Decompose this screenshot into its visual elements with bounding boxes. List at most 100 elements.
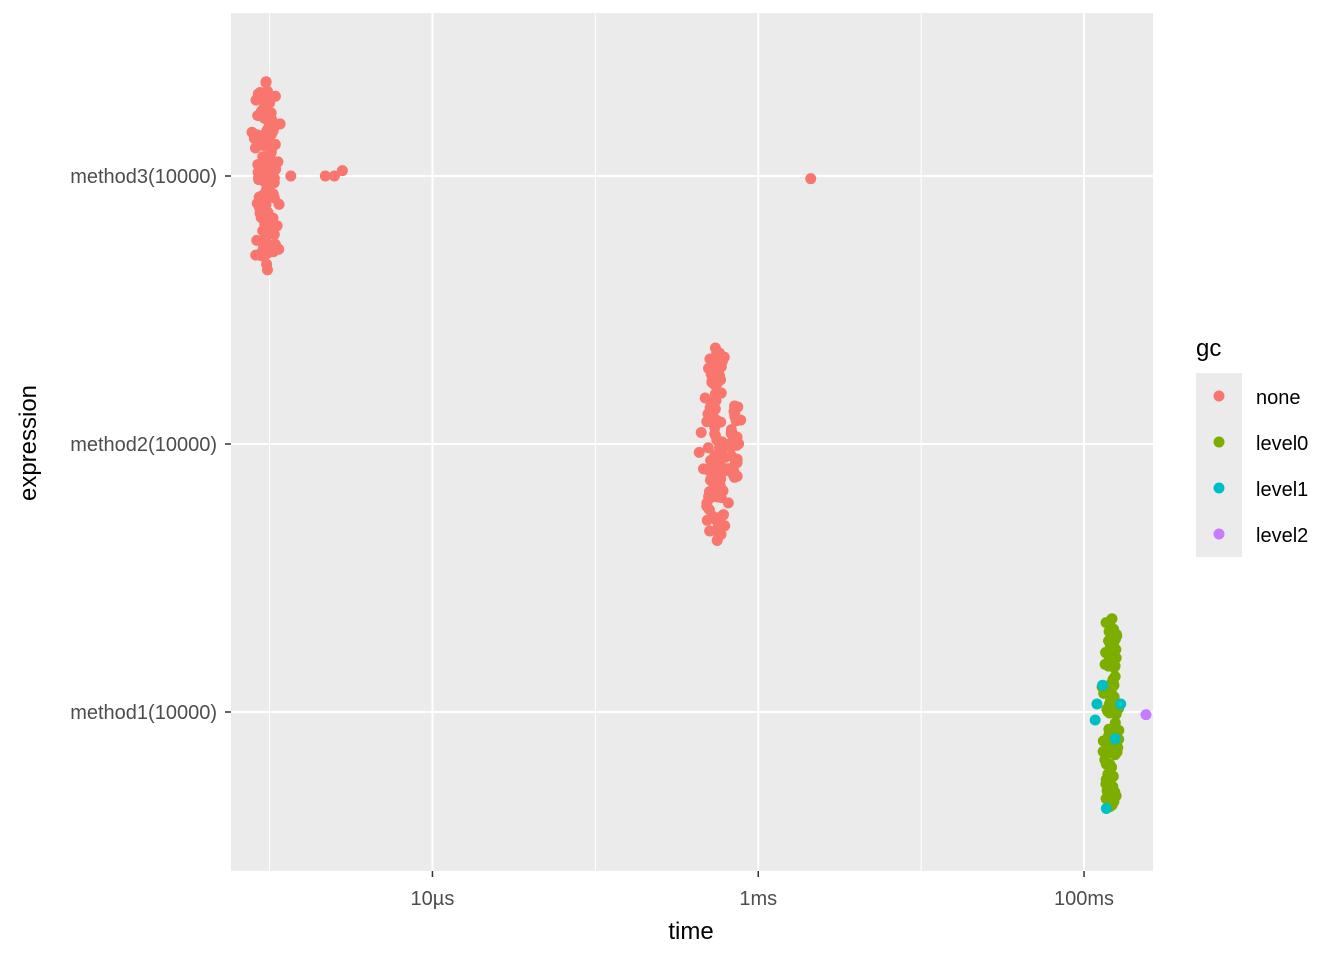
- point-none: [319, 170, 331, 182]
- point-none: [267, 212, 279, 224]
- point-none: [709, 449, 721, 461]
- point-none: [710, 395, 722, 407]
- point-none: [273, 243, 285, 255]
- legend-label-level1: level1: [1256, 479, 1308, 501]
- point-none: [704, 525, 716, 537]
- legend-title: gc: [1196, 335, 1221, 362]
- data-points: [246, 76, 1152, 814]
- grid-lines: [231, 13, 1248, 871]
- point-none: [265, 190, 277, 202]
- point-level1: [1115, 698, 1127, 710]
- y-tick-label: method2(10000): [70, 434, 217, 456]
- point-level1: [1100, 802, 1112, 814]
- y-axis: method1(10000) method2(10000) method3(1000…: [70, 166, 231, 724]
- point-none: [728, 405, 740, 417]
- point-none: [716, 466, 728, 478]
- point-none: [257, 103, 269, 115]
- point-none: [709, 428, 721, 440]
- point-level0: [1104, 758, 1116, 770]
- point-level1: [1089, 714, 1101, 726]
- y-axis-title: expression: [15, 385, 42, 501]
- x-tick-label: 1ms: [739, 888, 777, 910]
- point-level1: [1109, 733, 1121, 745]
- point-none: [336, 165, 348, 177]
- legend-label-level0: level0: [1256, 433, 1308, 455]
- point-level0: [1104, 777, 1116, 789]
- point-none: [715, 387, 727, 399]
- point-none: [719, 520, 731, 532]
- point-none: [805, 173, 817, 185]
- point-none: [262, 126, 274, 138]
- point-none: [695, 426, 707, 438]
- point-level0: [1102, 704, 1114, 716]
- point-none: [251, 197, 263, 209]
- point-none: [697, 463, 709, 475]
- point-none: [272, 156, 284, 168]
- point-none: [255, 212, 267, 224]
- point-none: [258, 233, 270, 245]
- point-level0: [1105, 614, 1117, 626]
- point-none: [711, 414, 723, 426]
- point-none: [728, 465, 740, 477]
- legend-key-level2: [1213, 528, 1225, 540]
- point-none: [712, 528, 724, 540]
- point-none: [274, 118, 286, 130]
- x-axis: 10µs 1ms 100ms: [411, 871, 1114, 910]
- point-none: [268, 177, 280, 189]
- legend-key-none: [1213, 390, 1225, 402]
- legend-key-level0: [1213, 436, 1225, 448]
- point-none: [709, 342, 721, 354]
- point-none: [699, 392, 711, 404]
- point-level1: [1097, 679, 1109, 691]
- point-none: [706, 459, 718, 471]
- point-level1: [1091, 698, 1103, 710]
- point-none: [716, 355, 728, 367]
- point-none: [261, 154, 273, 166]
- point-none: [328, 170, 340, 182]
- point-none: [255, 250, 267, 262]
- point-none: [701, 500, 713, 512]
- legend-label-none: none: [1256, 387, 1301, 409]
- legend-key-background: [1196, 373, 1242, 557]
- point-none: [260, 77, 272, 89]
- point-none: [250, 129, 262, 141]
- y-tick-label: method3(10000): [70, 166, 217, 188]
- point-none: [249, 142, 261, 154]
- point-none: [707, 363, 719, 375]
- point-level0: [1098, 687, 1110, 699]
- point-level0: [1108, 678, 1120, 690]
- point-level0: [1103, 660, 1115, 672]
- point-none: [704, 474, 716, 486]
- point-none: [726, 440, 738, 452]
- point-none: [693, 446, 705, 458]
- point-level0: [1104, 651, 1116, 663]
- point-none: [265, 163, 277, 175]
- x-tick-label: 10µs: [411, 888, 455, 910]
- legend-label-level2: level2: [1256, 525, 1308, 547]
- x-axis-title: time: [668, 918, 713, 945]
- plot-panel: [231, 13, 1153, 871]
- point-none: [250, 94, 262, 106]
- point-level0: [1111, 746, 1123, 758]
- point-none: [718, 509, 730, 521]
- point-none: [704, 353, 716, 365]
- point-level0: [1103, 625, 1115, 637]
- point-none: [725, 424, 737, 436]
- point-none: [260, 88, 272, 100]
- point-none: [731, 431, 743, 443]
- point-none: [259, 176, 271, 188]
- y-tick-label: method1(10000): [70, 702, 217, 724]
- point-none: [261, 264, 273, 276]
- x-tick-label: 100ms: [1054, 888, 1114, 910]
- point-none: [722, 497, 734, 509]
- legend: gc none level0 level1 level2: [1196, 335, 1308, 557]
- point-level0: [1109, 633, 1121, 645]
- legend-key-level1: [1213, 482, 1225, 494]
- point-level0: [1108, 691, 1120, 703]
- point-none: [706, 374, 718, 386]
- point-none: [702, 442, 714, 454]
- point-none: [285, 170, 297, 182]
- point-none: [730, 415, 742, 427]
- point-level2: [1140, 709, 1152, 721]
